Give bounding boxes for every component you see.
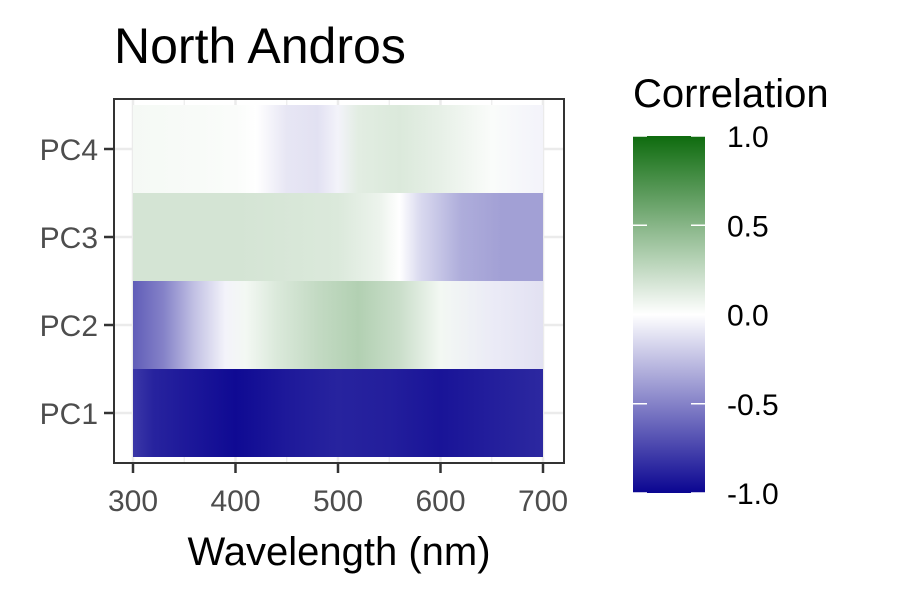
legend-tick-label: 0.0	[727, 300, 769, 333]
heatmap-row-pc1	[133, 369, 543, 457]
x-axis-title: Wavelength (nm)	[187, 530, 490, 574]
x-tick-label: 600	[415, 485, 465, 518]
heatmap-tiles	[133, 105, 543, 457]
y-tick-label: PC1	[40, 398, 98, 431]
x-tick-label: 700	[518, 485, 568, 518]
legend-tick-label: -0.5	[727, 389, 779, 422]
y-axis: PC1 PC2 PC3 PC4	[40, 134, 114, 431]
x-tick-label: 300	[108, 485, 158, 518]
y-tick-label: PC4	[40, 134, 98, 167]
legend-ticks: 1.0 0.5 0.0 -0.5 -1.0	[633, 121, 779, 511]
legend-tick-label: 1.0	[727, 121, 769, 154]
chart-title: North Andros	[114, 18, 406, 74]
heatmap-row-pc2	[133, 281, 543, 369]
legend-tick-label: -1.0	[727, 478, 779, 511]
y-tick-label: PC3	[40, 222, 98, 255]
x-tick-label: 500	[313, 485, 363, 518]
x-tick-label: 400	[210, 485, 260, 518]
legend-tick-label: 0.5	[727, 210, 769, 243]
legend-title: Correlation	[633, 72, 829, 116]
y-tick-label: PC2	[40, 310, 98, 343]
x-axis: 300 400 500 600 700	[108, 463, 568, 518]
heatmap-row-pc4	[133, 105, 543, 193]
heatmap-row-pc3	[133, 193, 543, 281]
